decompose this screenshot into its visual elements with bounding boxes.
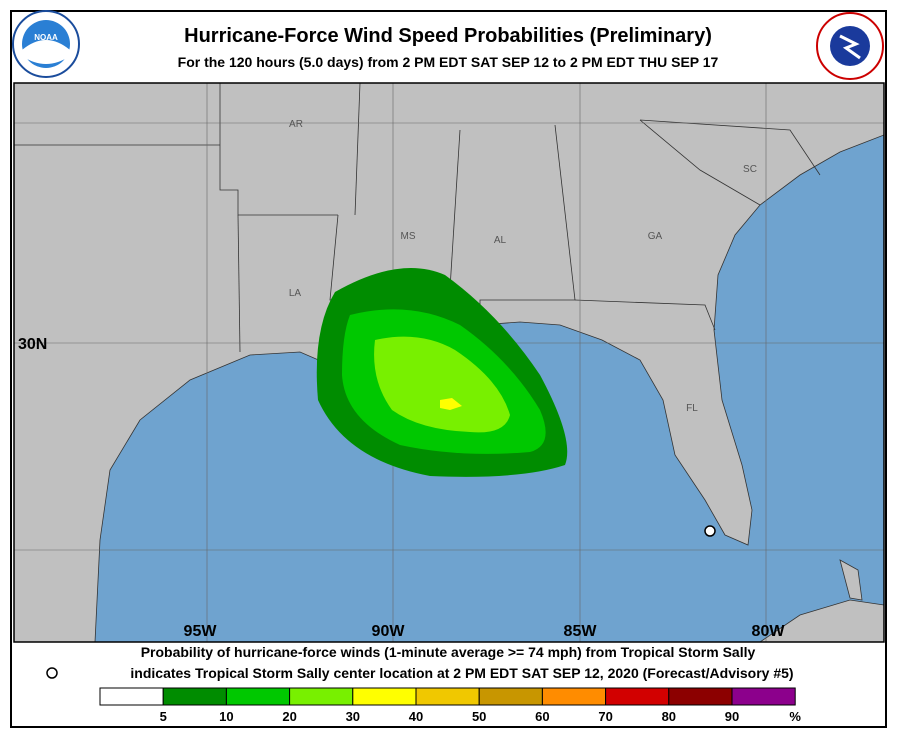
legend-label: 60 <box>535 709 549 724</box>
legend-swatch <box>605 687 670 706</box>
legend-swatch <box>162 687 227 706</box>
map: AR MS AL GA SC LA FL 30N 95W 90W 85W 80W <box>13 82 885 643</box>
caption: Probability of hurricane-force winds (1-… <box>141 644 756 660</box>
prob-contour <box>440 398 462 410</box>
legend-label: 80 <box>662 709 676 724</box>
lon-label: 90W <box>372 623 406 640</box>
legend-label: 20 <box>282 709 296 724</box>
legend-swatch <box>415 687 480 706</box>
prob-contour <box>374 336 510 433</box>
cuba <box>759 599 884 642</box>
legend-label: 50 <box>472 709 486 724</box>
legend-swatch <box>668 687 733 706</box>
state-label: LA <box>289 288 302 299</box>
state-label: MS <box>401 231 416 242</box>
center-symbol <box>46 667 58 679</box>
legend-unit: % <box>789 709 801 724</box>
state-borders <box>14 83 821 353</box>
lon-label: 85W <box>564 623 598 640</box>
legend-label: 40 <box>409 709 423 724</box>
legend-label: 30 <box>346 709 360 724</box>
legend-swatch <box>99 687 164 706</box>
svg-text:NOAA: NOAA <box>34 33 58 42</box>
land <box>14 83 884 642</box>
legend-label: 90 <box>725 709 739 724</box>
state-label: GA <box>648 231 663 242</box>
legend-swatch <box>541 687 607 706</box>
state-label: SC <box>743 164 757 175</box>
lat-label: 30N <box>18 336 47 353</box>
caption: indicates Tropical Storm Sally center lo… <box>130 665 793 681</box>
legend-label: 5 <box>160 709 167 724</box>
legend-swatch <box>289 687 354 706</box>
lon-label: 80W <box>752 623 786 640</box>
legend-swatch <box>731 687 796 706</box>
storm-center <box>704 525 716 537</box>
noaa-logo: NOAA <box>12 10 80 78</box>
title: Hurricane-Force Wind Speed Probabilities… <box>184 25 712 47</box>
subtitle: For the 120 hours (5.0 days) from 2 PM E… <box>178 54 719 70</box>
state-label: AL <box>494 235 507 246</box>
bahamas <box>839 559 863 601</box>
legend-label: 10 <box>219 709 233 724</box>
nws-logo <box>816 12 884 80</box>
legend-swatch <box>225 687 291 706</box>
legend-label: 70 <box>598 709 612 724</box>
legend-swatch <box>352 687 417 706</box>
state-label: FL <box>686 403 698 414</box>
lon-label: 95W <box>184 623 218 640</box>
legend: 5 10 20 30 40 50 60 70 80 90% <box>99 687 801 724</box>
state-label: AR <box>289 119 303 130</box>
legend-swatch <box>478 687 543 706</box>
